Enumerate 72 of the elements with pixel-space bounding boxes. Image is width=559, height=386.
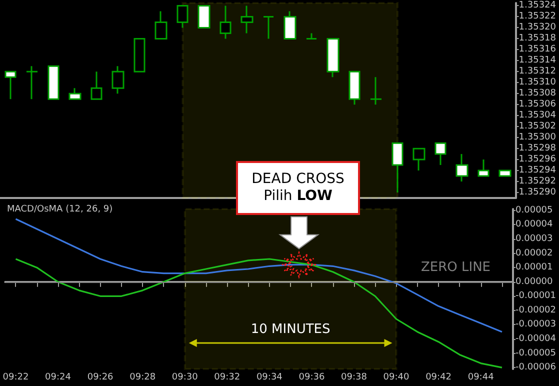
y-tick-label: 1.35302 xyxy=(518,122,556,132)
candlestick xyxy=(348,70,360,106)
x-tick-label: 09:22 xyxy=(2,372,29,382)
x-tick-label: 09:36 xyxy=(298,372,325,382)
candlestick xyxy=(90,70,102,100)
candlestick xyxy=(26,65,38,100)
candlestick xyxy=(220,4,232,40)
candlestick xyxy=(434,142,446,166)
y-tick-label: 1.35292 xyxy=(518,176,556,187)
candlestick xyxy=(284,10,296,40)
line-series xyxy=(14,218,503,333)
y-tick-label: 1.35316 xyxy=(518,44,556,55)
y-tick-label: 1.35308 xyxy=(518,88,556,99)
y-tick-label: 1.35322 xyxy=(518,12,556,22)
y-tick-label: 1.35318 xyxy=(518,34,556,44)
x-tick-label: 09:26 xyxy=(87,372,114,382)
candlestick xyxy=(262,16,274,40)
y-tick-label: 0.00004 xyxy=(516,220,554,230)
y-tick-label: -0.00001 xyxy=(516,291,556,302)
candlestick xyxy=(112,65,124,94)
y-tick-label: 0.00002 xyxy=(516,248,553,258)
x-tick-label: 09:28 xyxy=(130,372,156,382)
y-tick-label: 1.35304 xyxy=(518,110,556,121)
band-label: 10 MINUTES xyxy=(250,322,330,337)
x-tick-label: 09:32 xyxy=(214,372,240,382)
chart-title: MACD/OsMA (12, 26, 9) xyxy=(7,204,113,214)
y-tick-label: 1.35296 xyxy=(518,154,556,165)
x-tick-label: 09:38 xyxy=(341,372,368,382)
x-tick-label: 09:24 xyxy=(45,372,72,382)
x-tick-label: 09:30 xyxy=(172,372,198,382)
y-tick-label: -0.00003 xyxy=(516,320,556,330)
candlestick xyxy=(4,70,16,100)
candlestick xyxy=(326,38,340,78)
annotation: DEAD CROSS Pilih LOW xyxy=(252,170,344,205)
y-tick-label: -0.00005 xyxy=(516,348,556,358)
candlestick xyxy=(240,4,254,34)
x-tick-label: 09:34 xyxy=(256,372,283,382)
x-tick-label: 09:42 xyxy=(426,372,452,382)
candlestick xyxy=(478,158,490,177)
x-tick-label: 09:44 xyxy=(468,372,494,382)
candlestick xyxy=(370,76,382,106)
y-tick-label: -0.00006 xyxy=(516,362,556,373)
candlestick xyxy=(456,153,468,182)
y-tick-label: 0.00001 xyxy=(516,262,553,273)
candlestick xyxy=(392,142,404,194)
candlestick xyxy=(134,38,146,72)
y-tick-label: 1.35300 xyxy=(518,132,556,143)
y-tick-label: 1.35294 xyxy=(518,166,556,176)
y-tick-label: 1.35306 xyxy=(518,100,556,110)
y-tick-label: 0.00000 xyxy=(516,276,554,287)
ref-line-label: ZERO LINE xyxy=(420,260,491,275)
y-tick-label: 1.35324 xyxy=(518,0,556,11)
candlestick xyxy=(412,148,426,172)
candlestick xyxy=(68,87,82,100)
y-tick-label: 1.35314 xyxy=(518,56,556,66)
y-tick-label: 1.35320 xyxy=(518,22,556,33)
candlestick xyxy=(498,170,512,177)
line-series xyxy=(14,258,503,368)
y-tick-label: -0.00002 xyxy=(516,305,556,316)
candlestick xyxy=(198,4,210,28)
x-tick-label: 09:40 xyxy=(383,372,410,382)
y-tick-label: 1.35298 xyxy=(518,144,556,154)
y-tick-label: 1.35290 xyxy=(518,188,556,198)
y-tick-label: 0.00005 xyxy=(516,205,553,216)
y-tick-label: 1.35312 xyxy=(518,66,556,77)
y-tick-label: 1.35310 xyxy=(518,78,556,88)
y-tick-label: 0.00003 xyxy=(516,234,553,244)
candlestick xyxy=(48,65,60,100)
candlestick xyxy=(176,4,188,28)
y-tick-label: -0.00004 xyxy=(516,334,556,344)
candlestick xyxy=(154,10,168,40)
candlestick xyxy=(306,32,318,40)
